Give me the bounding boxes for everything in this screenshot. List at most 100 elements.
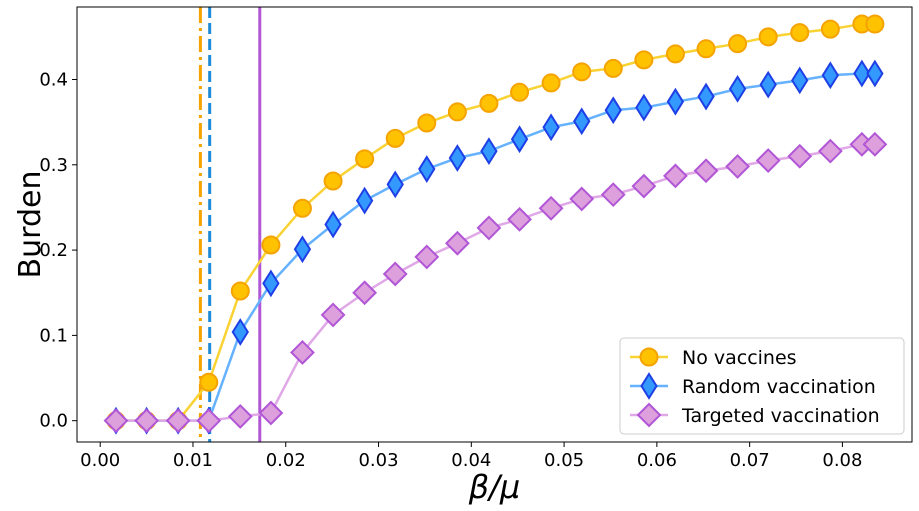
data-point: [728, 34, 748, 54]
data-point: [853, 59, 871, 88]
y-axis: 0.0 0.1 0.2 0.3 0.4: [39, 70, 77, 432]
plot-frame: [76, 6, 913, 443]
data-point: [444, 230, 470, 256]
data-point: [820, 19, 840, 39]
data-point: [261, 235, 281, 255]
data-point: [791, 66, 809, 95]
data-point: [510, 125, 529, 154]
data-point: [290, 340, 315, 365]
data-point: [355, 149, 375, 169]
data-point: [635, 93, 653, 122]
data-point: [573, 107, 591, 136]
data-point: [447, 102, 467, 122]
legend-label: Random vaccination: [682, 376, 876, 398]
x-tick-label: 0.02: [266, 450, 306, 471]
y-tick-label: 0.4: [39, 70, 68, 91]
x-tick-label: 0.03: [358, 450, 398, 471]
data-point: [866, 59, 884, 88]
y-tick-label: 0.2: [39, 240, 68, 261]
data-point: [759, 70, 777, 99]
data-point: [603, 58, 623, 78]
data-point: [134, 408, 159, 434]
data-point: [542, 113, 560, 142]
legend-box: [619, 337, 905, 435]
data-point: [538, 195, 564, 221]
data-point: [385, 128, 405, 148]
data-point: [386, 170, 404, 199]
data-point: [448, 144, 467, 172]
data-point: [541, 73, 561, 93]
legend-marker: [636, 402, 662, 428]
data-point: [790, 23, 810, 43]
y-axis-label: Burden: [13, 171, 48, 279]
data-point: [728, 74, 747, 103]
x-tick-label: 0.04: [451, 450, 491, 471]
x-axis: 0.00 0.01 0.02 0.03 0.04 0.05 0.06 0.07 0.08: [80, 442, 862, 471]
data-point: [510, 82, 530, 102]
threshold-lines: [198, 7, 262, 442]
legend-label: No vaccines: [682, 347, 797, 369]
data-point: [604, 96, 622, 125]
x-tick-label: 0.06: [637, 450, 677, 471]
data-point: [696, 39, 716, 59]
data-point: [865, 14, 885, 34]
data-point: [320, 302, 346, 328]
data-point: [862, 131, 888, 157]
data-point: [665, 44, 685, 64]
data-point: [693, 158, 719, 184]
data-point: [355, 186, 374, 215]
data-point: [103, 408, 129, 434]
data-point: [507, 206, 532, 232]
data-point: [258, 400, 284, 426]
data-point: [199, 372, 219, 392]
data-point: [787, 143, 813, 169]
x-tick-label: 0.05: [544, 450, 584, 471]
data-point: [230, 281, 250, 301]
x-axis-label: β/μ: [468, 468, 521, 506]
x-tick-label: 0.00: [80, 450, 120, 471]
legend-marker: [639, 347, 659, 367]
data-point: [479, 93, 499, 113]
data-point: [414, 244, 440, 270]
data-point: [758, 27, 778, 47]
data-point: [755, 148, 781, 173]
legend-marker: [640, 372, 658, 400]
legend-item: Targeted vaccination: [630, 402, 880, 428]
x-tick-label: 0.08: [822, 450, 862, 471]
y-tick-label: 0.0: [39, 411, 68, 432]
data-point: [196, 408, 222, 434]
data-point: [631, 173, 657, 199]
legend-label: Targeted vaccination: [681, 405, 880, 427]
data-point: [165, 408, 191, 434]
data-point: [821, 61, 840, 90]
data-point: [293, 235, 312, 264]
data-point: [324, 210, 342, 239]
data-point: [417, 113, 437, 133]
data-point: [262, 269, 280, 298]
series-group: [103, 14, 888, 435]
data-point: [634, 50, 654, 70]
x-tick-label: 0.07: [730, 450, 770, 471]
data-point: [227, 403, 253, 429]
data-point: [352, 280, 378, 306]
data-point: [323, 171, 343, 191]
legend-item: Random vaccination: [630, 372, 876, 400]
data-point: [569, 186, 595, 212]
series-2: [103, 131, 888, 434]
data-point: [600, 182, 626, 208]
data-point: [697, 82, 715, 111]
data-point: [476, 215, 502, 241]
data-point: [663, 163, 688, 189]
y-tick-label: 0.3: [39, 155, 68, 176]
legend-item: No vaccines: [630, 347, 797, 369]
data-point: [418, 155, 436, 183]
data-point: [382, 261, 408, 287]
legend: No vaccines Random vaccination Targeted va…: [619, 337, 905, 435]
data-point: [572, 62, 592, 82]
x-tick-label: 0.01: [173, 450, 213, 471]
data-point: [292, 198, 312, 218]
data-point: [666, 87, 685, 116]
data-point: [231, 318, 249, 346]
data-point: [725, 154, 750, 179]
